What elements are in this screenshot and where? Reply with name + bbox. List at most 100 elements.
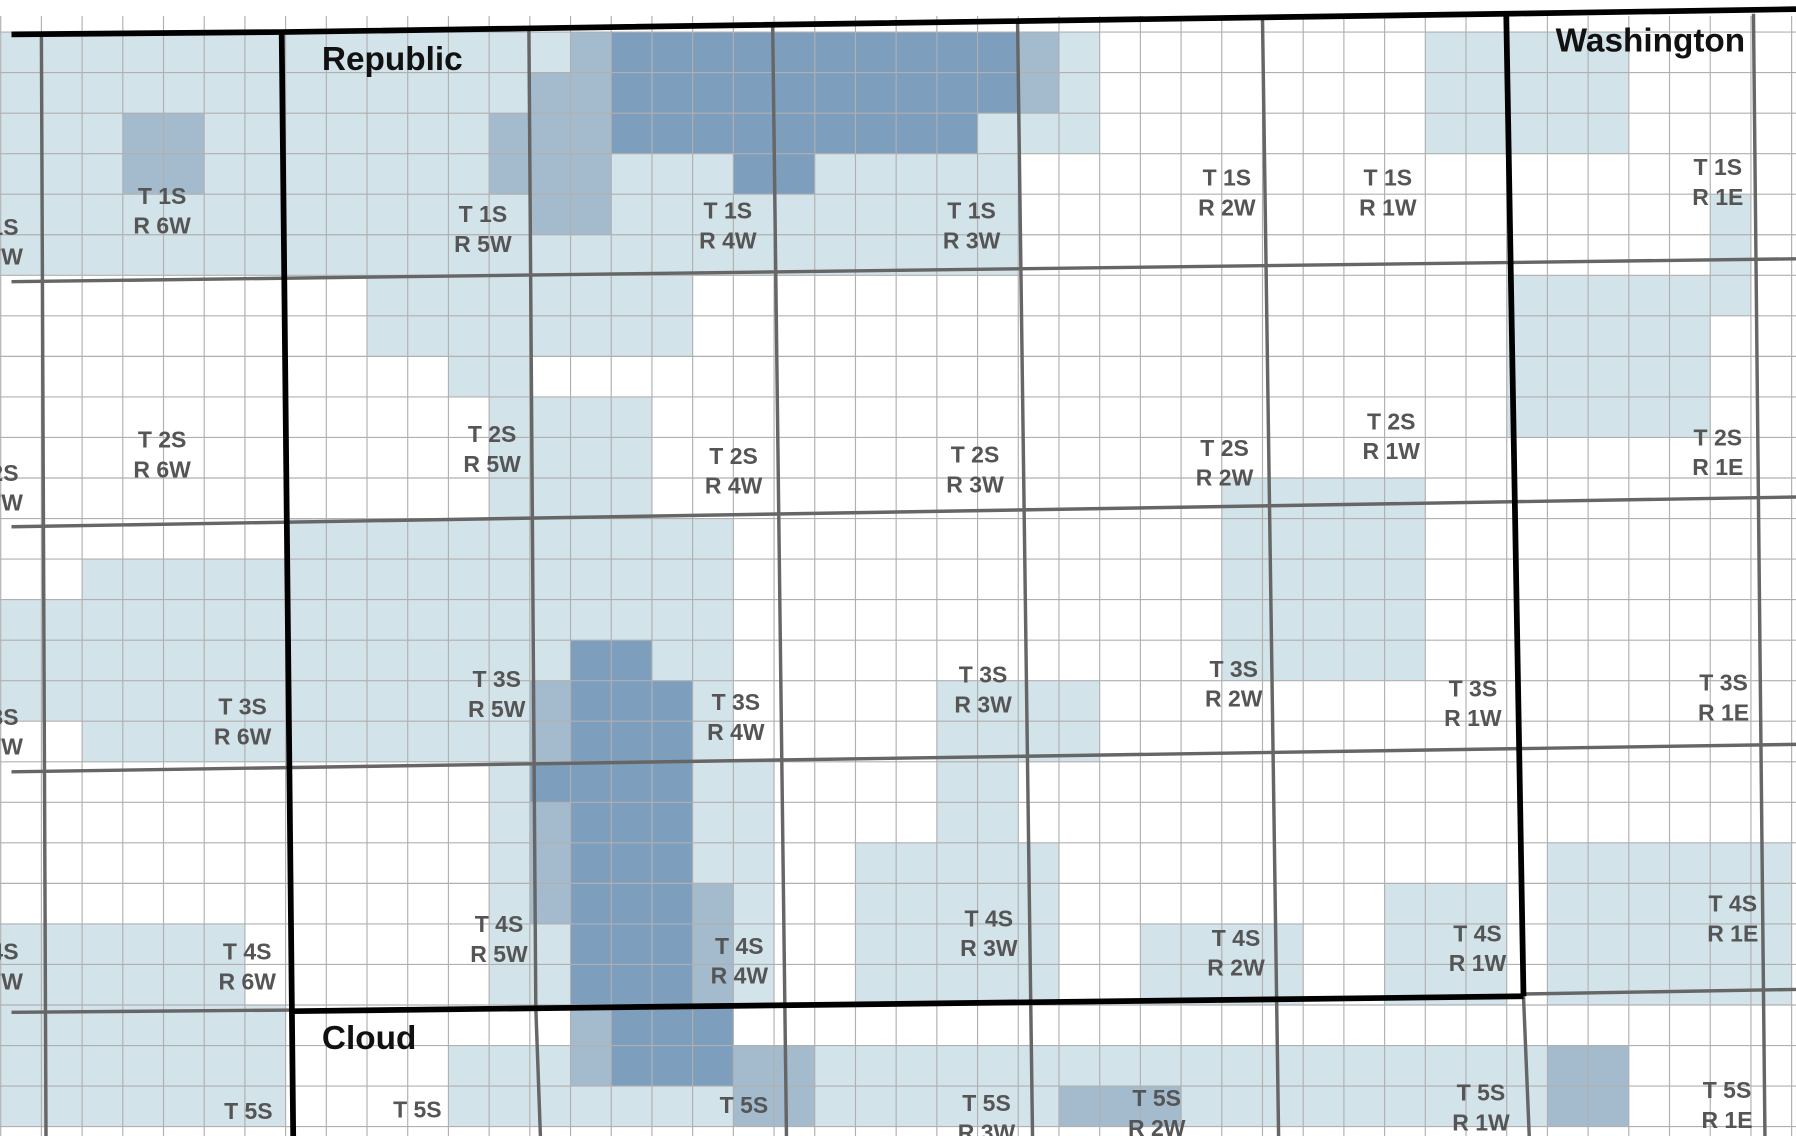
range-label: R 1E [1701,1107,1752,1133]
township-label: T 2S [138,427,187,453]
township-label: T 1S [138,183,187,209]
county-label: Washington [1556,23,1745,60]
township-line [1521,996,1531,1136]
range-label: R 1W [1363,438,1421,464]
range-label: R 4W [707,719,765,745]
section-shade [82,559,286,762]
range-label: R 3W [960,935,1018,961]
section-shade [1058,1086,1182,1127]
county-label: Republic [322,41,463,78]
township-line [770,25,789,1136]
township-line [11,742,1796,774]
township-line [1751,13,1767,1136]
range-label: R 6W [133,213,191,239]
range-label: R 5W [463,451,521,477]
range-label: R 1E [1707,920,1758,946]
boundaries [11,6,1796,1136]
township-label: T 1S [1694,154,1743,180]
township-label: T 5S [1132,1085,1181,1111]
labels: Republic Washington Cloud T 1S R 7W T 1S R … [0,23,1758,1136]
township-label: T 5S [1457,1080,1506,1106]
range-label: R 3W [954,691,1012,717]
township-label: T 4S [1212,925,1261,951]
township-label: T 2S [1200,435,1249,461]
township-label: T 2S [709,443,758,469]
township-label: T 4S [715,933,764,959]
township-line [1015,22,1035,1136]
township-line [11,257,1796,284]
county-line [293,993,1524,1015]
township-line [1523,987,1796,996]
section-shade [0,1004,286,1127]
range-label: R 6W [214,723,272,749]
township-label: T 3S [472,666,521,692]
township-line [11,495,1796,529]
range-label: R 1W [1449,950,1507,976]
township-label: T 5S [224,1098,273,1124]
township-label: T 5S [962,1090,1011,1116]
county-label: Cloud [322,1020,416,1057]
range-label: R 2W [1207,955,1265,981]
range-label: R 3W [958,1120,1016,1136]
township-label: T 3S [1699,670,1748,696]
county-line [1503,13,1527,997]
section-shade [692,883,734,1005]
township-label: T 2S [1694,425,1743,451]
range-label: R 2W [1205,686,1263,712]
county-line [278,32,297,1136]
township-label: T 4S [223,939,272,965]
range-label: R 7W [0,490,23,516]
township-label: T 3S [959,662,1008,688]
township-line [1260,18,1281,1136]
range-label: R 6W [218,968,276,994]
range-label: R 1E [1692,184,1743,210]
section-shade [1710,194,1751,316]
township-label: T 1S [704,198,753,224]
range-label: R 4W [705,473,763,499]
range-label: R 3W [943,228,1001,254]
township-label: T 5S [393,1097,442,1123]
township-label: T 1S [1203,165,1252,191]
township-label: T 3S [1449,675,1498,701]
range-label: R 3W [946,471,1004,497]
township-label: T 2S [468,421,517,447]
range-label: R 7W [0,968,23,994]
range-label: R 5W [454,231,512,257]
range-label: R 5W [470,941,528,967]
township-label: T 3S [0,704,19,730]
township-label: T 2S [1367,408,1416,434]
township-label: T 2S [951,442,1000,468]
section-shade [570,32,612,73]
county-line [11,6,1796,38]
range-label: R 2W [1198,194,1256,220]
township-label: T 5S [720,1092,769,1118]
township-label: T 5S [1703,1077,1752,1103]
range-label: R 7W [0,734,23,760]
township-label: T 4S [0,939,19,965]
township-label: T 3S [218,694,267,720]
township-label: T 3S [1209,656,1258,682]
range-label: R 2W [1128,1115,1186,1136]
township-line [534,1007,543,1136]
range-label: R 4W [699,228,757,254]
range-label: R 5W [468,696,526,722]
township-line [39,34,48,1136]
section-shade [1506,32,1629,154]
range-label: R 4W [711,963,769,989]
township-label: T 1S [0,214,19,240]
section-shade [611,113,978,154]
range-label: R 1E [1698,699,1749,725]
township-label: T 4S [1708,891,1757,917]
range-label: R 2W [1196,465,1254,491]
township-label: T 4S [1453,920,1502,946]
township-label: T 4S [965,905,1014,931]
section-shade [1221,477,1426,681]
range-label: R 1W [1444,705,1502,731]
section-shade [529,761,571,803]
township-label: T 2S [0,460,19,486]
section-shade [1384,883,1507,1005]
township-line [11,1008,294,1015]
township-label: T 1S [459,201,508,227]
township-label: T 3S [712,689,761,715]
